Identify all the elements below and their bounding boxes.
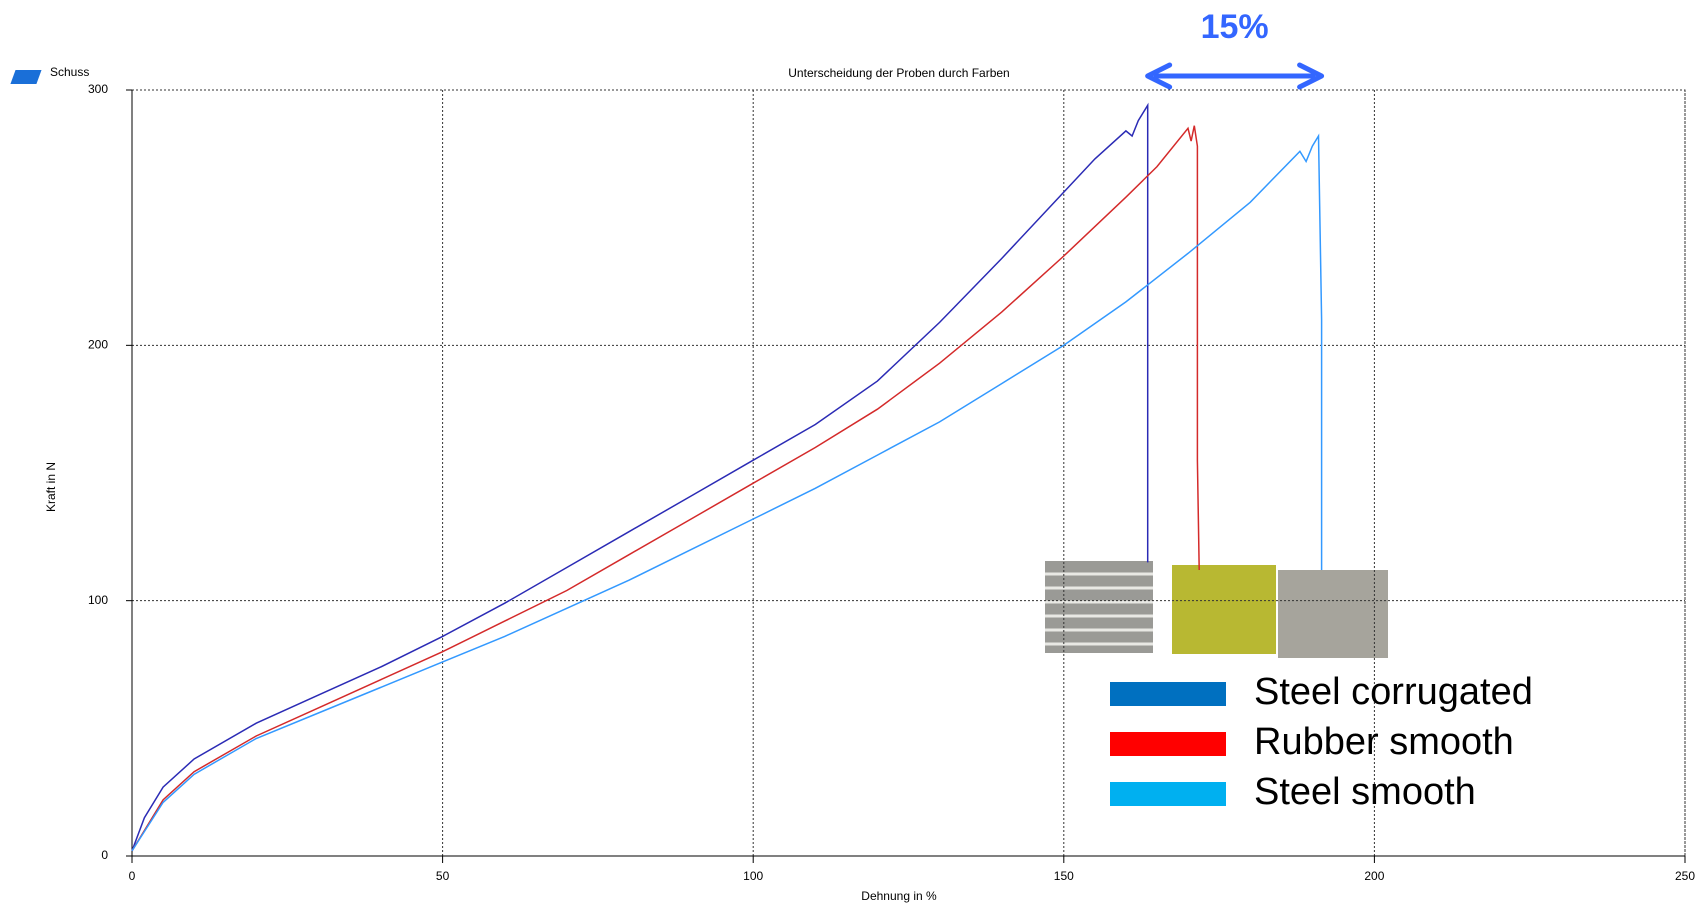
- chart-title: Unterscheidung der Proben durch Farben: [788, 66, 1009, 80]
- series-line: [131, 102, 1149, 852]
- x-tick-label: 0: [129, 869, 136, 883]
- y-tick-label: 300: [88, 82, 108, 96]
- sample-images: [1045, 561, 1388, 658]
- arrow-head: [1145, 62, 1325, 90]
- legend-icon: [10, 70, 42, 84]
- series-line: [131, 133, 1323, 852]
- legend-label: Steel corrugated: [1254, 671, 1533, 713]
- x-tick-label: 50: [436, 869, 450, 883]
- y-tick-label: 200: [88, 338, 108, 352]
- annotation-text: 15%: [1201, 8, 1269, 46]
- x-tick-label: 100: [743, 869, 763, 883]
- y-tick-label: 100: [88, 593, 108, 607]
- x-tick-label: 200: [1364, 869, 1384, 883]
- x-tick-label: 250: [1675, 869, 1695, 883]
- sample-corrugated: [1045, 561, 1153, 653]
- legend-swatch: [1110, 782, 1226, 806]
- sample-rubber: [1172, 565, 1276, 654]
- legend-label: Rubber smooth: [1254, 721, 1514, 763]
- y-axis-label: Kraft in N: [44, 462, 58, 512]
- legend-label: Steel smooth: [1254, 771, 1476, 813]
- legend-title: Schuss: [50, 65, 89, 79]
- legend-swatch: [1110, 682, 1226, 706]
- series-line: [131, 125, 1200, 852]
- y-tick-label: 0: [101, 848, 108, 862]
- x-axis-label: Dehnung in %: [861, 889, 937, 903]
- legend-swatch: [1110, 732, 1226, 756]
- x-tick-label: 150: [1054, 869, 1074, 883]
- corrugation: [1045, 572, 1153, 646]
- sample-steel: [1278, 570, 1388, 658]
